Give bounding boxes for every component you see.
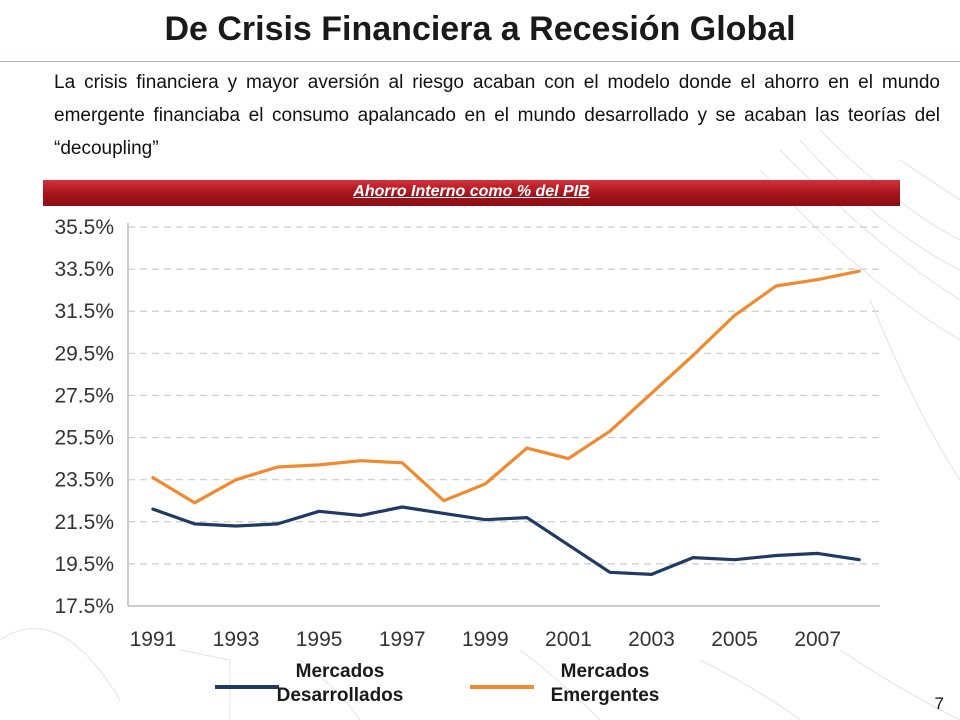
y-tick-label: 29.5% [54, 342, 114, 365]
x-tick-label: 2001 [545, 628, 592, 651]
line-chart: 35.5% 33.5% 31.5% 29.5% 27.5% 25.5% 23.5% 21.5%… [54, 216, 880, 651]
legend-swatch-emerging [470, 685, 534, 689]
series-line-emerging [151, 269, 861, 505]
chart-banner-title: Ahorro Interno como % del PIB [353, 183, 590, 200]
chart-grid [128, 226, 880, 565]
y-tick-label: 35.5% [54, 216, 114, 239]
title-divider [0, 61, 960, 62]
chart-series [151, 269, 861, 576]
y-tick-label: 25.5% [54, 427, 114, 450]
y-tick-label: 19.5% [54, 553, 114, 576]
chart-banner: Ahorro Interno como % del PIB [43, 180, 900, 206]
x-tick-label: 1999 [462, 628, 509, 651]
x-axis-ticks: 1991 1993 1995 1997 1999 2001 2003 2005 2007 [130, 628, 841, 651]
y-tick-label: 23.5% [54, 469, 114, 492]
y-axis-ticks: 35.5% 33.5% 31.5% 29.5% 27.5% 25.5% 23.5% 21.5%… [54, 216, 114, 618]
x-tick-label: 1995 [296, 628, 343, 651]
x-tick-label: 2003 [628, 628, 675, 651]
page-number: 7 [934, 694, 944, 713]
slide-body-text: La crisis financiera y mayor aversión al… [54, 72, 940, 159]
slide-title: De Crisis Financiera a Recesión Global [164, 10, 796, 48]
x-tick-label: 1997 [379, 628, 426, 651]
legend-label-developed: Mercados Desarrollados [276, 661, 404, 706]
x-tick-label: 2005 [711, 628, 758, 651]
legend-item-emerging: Mercados Emergentes [470, 656, 730, 716]
legend-item-developed: Mercados Desarrollados [215, 656, 475, 716]
x-tick-label: 1991 [130, 628, 177, 651]
legend-label-emerging: Mercados Emergentes [550, 661, 660, 706]
y-tick-label: 21.5% [54, 511, 114, 534]
y-tick-label: 31.5% [54, 300, 114, 323]
legend-swatch-developed [215, 685, 279, 689]
y-tick-label: 33.5% [54, 258, 114, 281]
x-tick-label: 2007 [794, 628, 841, 651]
x-tick-label: 1993 [213, 628, 260, 651]
y-tick-label: 17.5% [54, 595, 114, 618]
series-line-developed [151, 505, 861, 576]
y-tick-label: 27.5% [54, 384, 114, 407]
